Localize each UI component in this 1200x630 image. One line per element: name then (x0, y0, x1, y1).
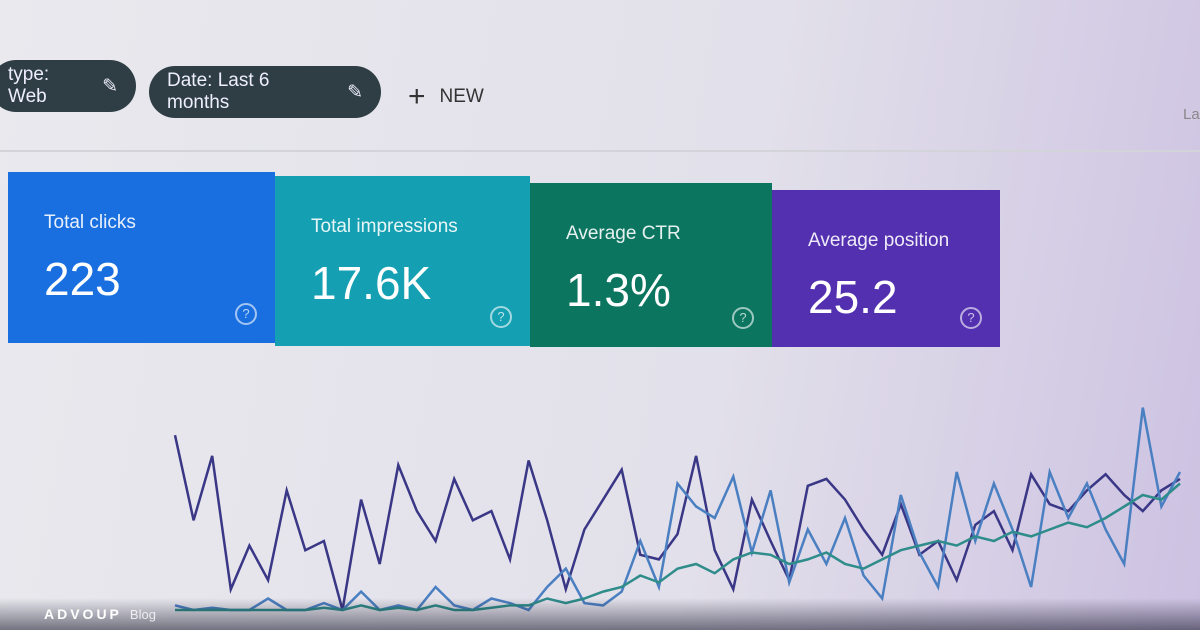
chip-label: Date: Last 6 months (167, 70, 270, 113)
metric-card[interactable]: Total clicks 223? (8, 172, 275, 343)
help-icon: ? (732, 307, 754, 329)
plus-icon: + (408, 80, 426, 113)
metric-card[interactable]: Average position 25.2? (772, 190, 1000, 347)
edit-icon: ✎ (102, 75, 118, 97)
brand: ADVOUP (44, 606, 122, 622)
corner-text: La (1183, 106, 1200, 123)
help-icon: ? (960, 307, 982, 329)
filter-chip[interactable]: type: Web ✎ (0, 60, 136, 112)
new-button[interactable]: + NEW (408, 80, 484, 114)
section: Blog (129, 606, 156, 622)
chip-label: type: Web (8, 64, 50, 107)
card-value: 223 (44, 253, 121, 305)
card-value: 25.2 (808, 271, 898, 323)
card-value: 1.3% (566, 264, 671, 316)
metric-card[interactable]: Total impressions 17.6K? (275, 176, 530, 346)
series-line (174, 407, 1182, 612)
card-label: Average position (808, 230, 950, 251)
footer: ADVOUP Blog (0, 598, 1200, 630)
card-label: Average CTR (566, 223, 681, 244)
filter-chip[interactable]: Date: Last 6 months ✎ (149, 66, 381, 118)
card-label: Total impressions (311, 216, 458, 237)
card-label: Total clicks (44, 212, 136, 233)
edit-icon: ✎ (347, 81, 363, 103)
metric-card[interactable]: Average CTR 1.3%? (530, 183, 772, 347)
new-label: NEW (439, 86, 484, 107)
help-icon: ? (490, 306, 512, 328)
divider (0, 150, 1200, 152)
help-icon: ? (235, 303, 257, 325)
card-value: 17.6K (311, 257, 432, 309)
